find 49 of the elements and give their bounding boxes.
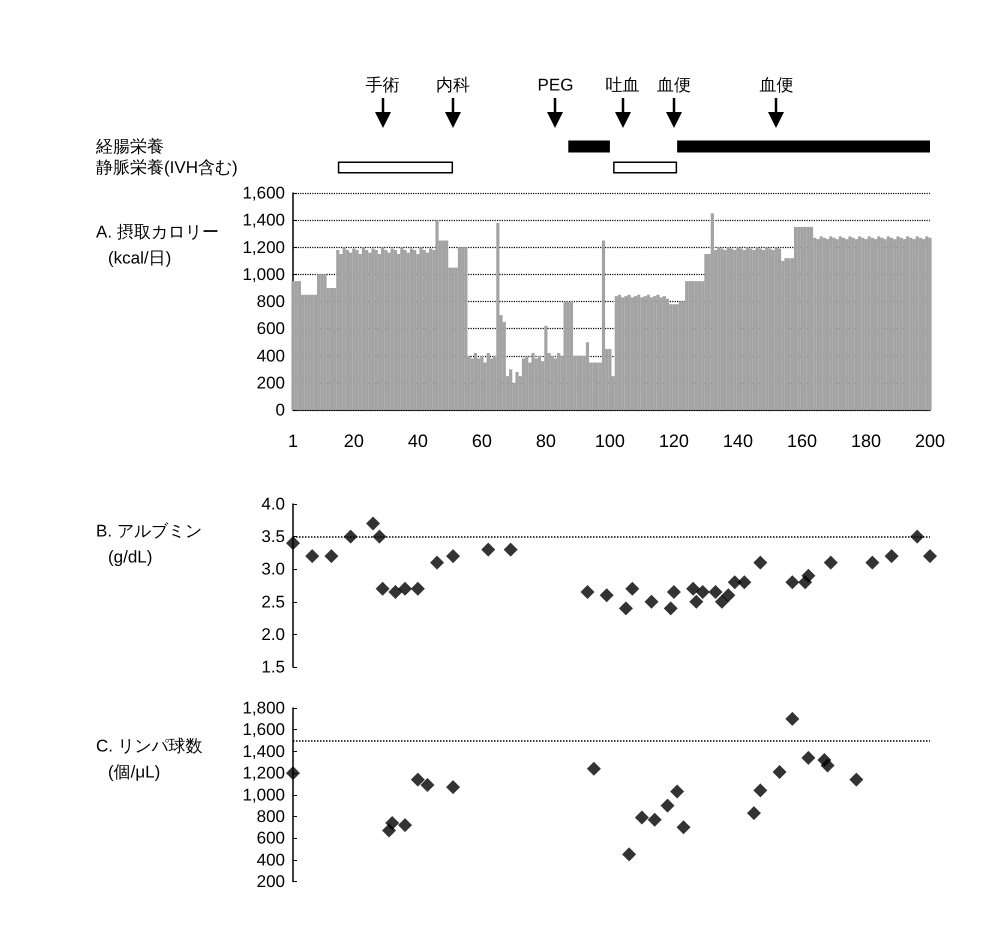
y-axis-title: (g/dL) (108, 548, 152, 566)
x-tick-label: 100 (594, 431, 625, 451)
y-tick-label: 800 (256, 806, 285, 826)
x-tick-label: 80 (536, 431, 556, 451)
y-tick-label: 1,800 (242, 698, 285, 718)
ref-line-label: 血便 (759, 76, 794, 94)
y-tick-label: 1,000 (242, 785, 285, 804)
ref-line-label: 吐血 (606, 76, 640, 94)
x-tick-label: 1 (288, 431, 298, 451)
y-tick-label: 1,200 (242, 764, 285, 783)
y-tick-label: 400 (256, 850, 285, 870)
y-tick-label: 1,400 (242, 210, 285, 230)
y-tick-label: 1.5 (261, 658, 285, 676)
y-axis-title: (kcal/日) (108, 248, 172, 268)
y-tick-label: 2.5 (261, 592, 285, 612)
y-tick-label: 3.0 (261, 560, 285, 579)
y-tick-label: 1,600 (242, 720, 285, 740)
x-tick-label: 180 (850, 431, 882, 451)
x-tick-label: 120 (658, 431, 689, 451)
y-tick-label: 600 (256, 828, 285, 848)
x-tick-label: 60 (472, 431, 492, 451)
y-tick-label: 1,000 (242, 264, 285, 284)
y-tick-label: 静脈栄養(IVH含む) (96, 158, 238, 177)
y-tick-label: 800 (256, 292, 285, 311)
y-tick-label: 400 (256, 346, 285, 366)
y-tick-label: 3.5 (261, 527, 285, 546)
ref-line-label: 血便 (656, 76, 691, 94)
ref-line-label: PEG (538, 76, 574, 94)
y-tick-label: 600 (256, 319, 285, 338)
x-tick-label: 140 (722, 431, 753, 451)
ref-line-label: 内科 (436, 76, 470, 94)
x-tick-label: 200 (914, 431, 946, 451)
text: A. 摂取カロリー (96, 222, 219, 242)
y-tick-label: 0 (276, 400, 285, 420)
y-tick-label: 1,400 (242, 742, 285, 761)
x-tick-label: 20 (344, 431, 364, 451)
y-tick-label: 1,600 (242, 184, 285, 202)
ref-line-label: 手術 (366, 76, 400, 94)
y-tick-label: 2.0 (261, 624, 285, 644)
text: B. アルブミン (96, 522, 202, 540)
y-tick-label: 4.0 (261, 494, 285, 514)
y-tick-label: 200 (256, 872, 285, 891)
x-tick-label: 40 (408, 431, 428, 451)
y-tick-label: 1,200 (242, 238, 285, 257)
y-tick-label: 200 (256, 373, 285, 392)
x-tick-label: 160 (786, 431, 817, 451)
y-tick-label: 経腸栄養 (95, 137, 164, 156)
y-axis-title: (個/μL) (108, 762, 160, 782)
text: C. リンパ球数 (96, 736, 203, 756)
